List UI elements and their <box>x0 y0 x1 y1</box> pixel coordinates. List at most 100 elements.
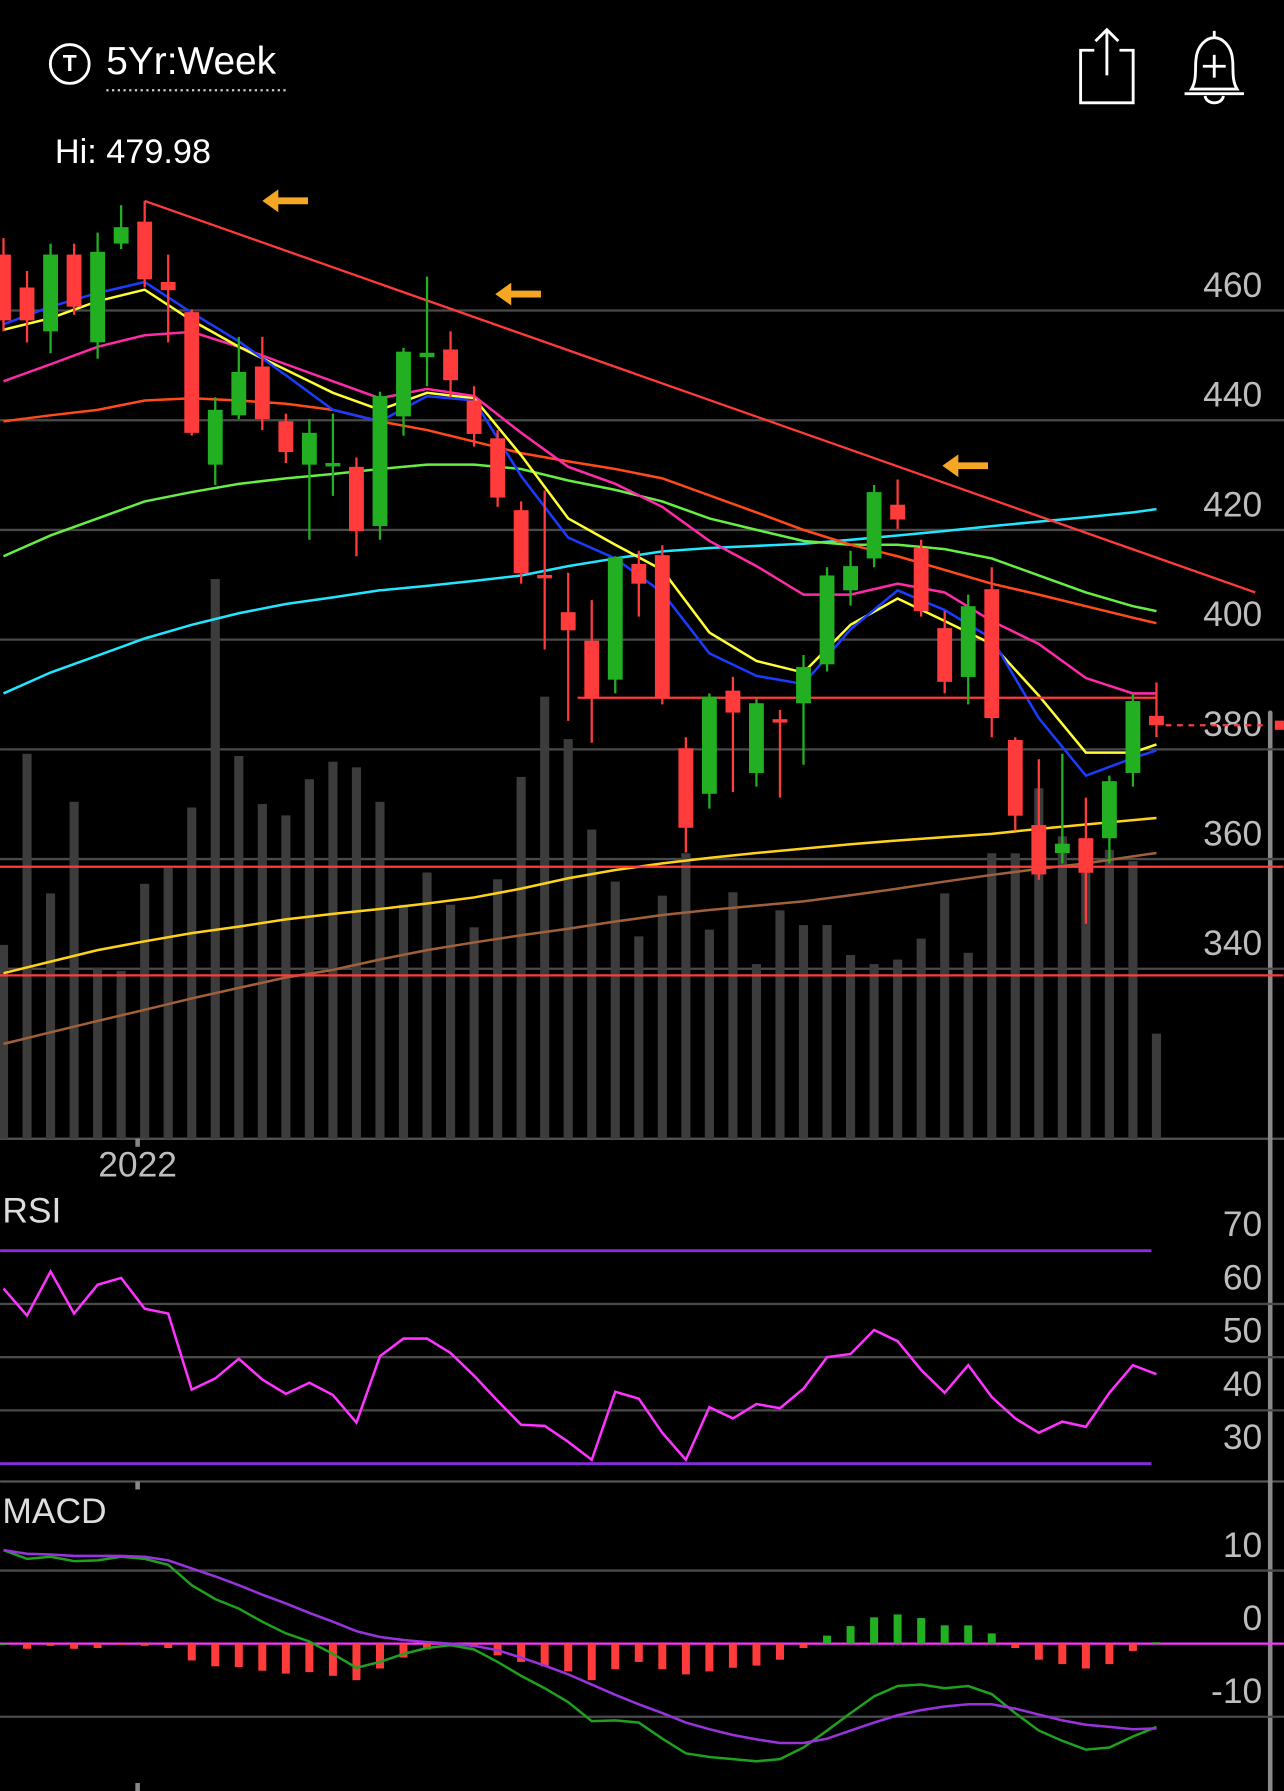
volume-bar <box>869 964 879 1139</box>
candle-body <box>231 371 247 416</box>
histogram-bar <box>540 1643 549 1667</box>
candle-body <box>819 575 835 665</box>
candle-body <box>607 557 623 680</box>
histogram-bar <box>23 1643 32 1649</box>
histogram-bar <box>728 1643 737 1668</box>
histogram-bar <box>1128 1643 1137 1651</box>
histogram-bar <box>917 1618 926 1644</box>
candle-body <box>466 400 482 434</box>
volume-bar <box>45 893 56 1139</box>
histogram-bar <box>70 1643 79 1649</box>
histogram-bar <box>399 1643 408 1658</box>
timeframe-selector[interactable]: 5Yr:Week <box>106 40 276 83</box>
histogram-bar <box>517 1643 526 1662</box>
histogram-bar <box>281 1643 290 1674</box>
y-tick-label: 70 <box>1223 1204 1262 1244</box>
volume-bar <box>69 801 79 1139</box>
volume-bar <box>798 925 809 1139</box>
histogram-bar <box>681 1643 690 1675</box>
y-tick-label: 60 <box>1223 1257 1262 1297</box>
candle-body <box>113 227 129 244</box>
histogram-bar <box>1081 1643 1090 1669</box>
y-tick-label: 0 <box>1243 1598 1263 1638</box>
candle-body <box>725 690 741 713</box>
icon-label: T <box>63 50 77 76</box>
volume-bar <box>846 955 856 1139</box>
candle-body <box>960 606 976 677</box>
candle-body <box>701 696 717 794</box>
candle-body <box>1007 740 1023 816</box>
histogram-bar <box>705 1643 714 1672</box>
moving-average <box>2 463 1157 613</box>
bell-plus <box>1202 54 1226 78</box>
y-tick-label: 440 <box>1203 375 1262 415</box>
alert-button[interactable] <box>1184 30 1244 105</box>
macd-title: MACD <box>2 1491 106 1531</box>
volume-bar <box>587 829 597 1139</box>
y-tick-label: 360 <box>1203 814 1262 854</box>
rsi-line <box>2 1268 1157 1463</box>
y-tick-label: 50 <box>1223 1311 1262 1351</box>
candle-body <box>866 492 882 559</box>
volume-bar <box>445 904 456 1139</box>
y-tick-label: 30 <box>1223 1417 1262 1457</box>
y-tick-label: 420 <box>1203 484 1262 524</box>
volume-bar <box>328 761 338 1139</box>
candle-body <box>560 612 576 631</box>
volume-bar <box>1057 836 1067 1139</box>
candle-body <box>349 466 364 532</box>
volume-bar <box>775 910 785 1139</box>
volume-bar <box>1010 853 1020 1139</box>
volume-bar <box>704 929 714 1139</box>
histogram-bar <box>117 1643 126 1645</box>
volume-bar <box>422 872 432 1139</box>
volume-bar <box>657 895 667 1139</box>
histogram-bar <box>1152 1642 1161 1644</box>
histogram-bar <box>634 1643 643 1662</box>
volume-bar <box>493 879 503 1139</box>
volume-bar <box>1128 861 1138 1139</box>
candle-body <box>1101 781 1117 839</box>
volume-bar <box>234 756 244 1139</box>
volume-bar <box>516 776 526 1139</box>
histogram-bar <box>1034 1643 1043 1660</box>
candle-body <box>278 421 294 453</box>
candle-body <box>537 574 553 579</box>
annotation-arrow <box>495 282 541 306</box>
candle-body <box>1149 715 1164 726</box>
volume-bar <box>22 753 32 1139</box>
volume-bar <box>916 938 926 1139</box>
moving-average <box>3 851 1157 1046</box>
histogram-bar <box>752 1643 761 1666</box>
candle-body <box>137 221 153 280</box>
volume-bar <box>751 964 762 1139</box>
y-tick-label: 40 <box>1223 1364 1262 1404</box>
volume-bar <box>563 739 573 1139</box>
volume-bar <box>1151 1033 1162 1139</box>
candle-body <box>796 667 811 704</box>
histogram-bar <box>140 1643 149 1646</box>
ticker-icon[interactable]: T <box>48 43 91 85</box>
candle-body <box>90 251 106 343</box>
candle-body <box>984 589 1000 719</box>
volume-bar <box>822 925 832 1139</box>
volume-bar <box>351 767 362 1139</box>
moving-average <box>3 280 1157 778</box>
volume-bar <box>1034 788 1044 1139</box>
share-box <box>1079 48 1135 105</box>
volume-bar <box>1081 853 1091 1139</box>
histogram-bar <box>940 1625 949 1644</box>
histogram-bar <box>164 1643 173 1649</box>
annotation-arrow <box>262 189 309 213</box>
histogram-bar <box>987 1633 996 1644</box>
volume-bar <box>187 807 197 1139</box>
histogram-bar <box>587 1643 596 1681</box>
last-price-marker <box>1274 720 1284 730</box>
share-arrow <box>1094 27 1120 76</box>
candle-body <box>443 349 458 381</box>
histogram-bar <box>1011 1643 1020 1649</box>
candle-body <box>19 287 35 321</box>
candle-body <box>843 566 858 591</box>
share-button[interactable] <box>1079 27 1135 105</box>
